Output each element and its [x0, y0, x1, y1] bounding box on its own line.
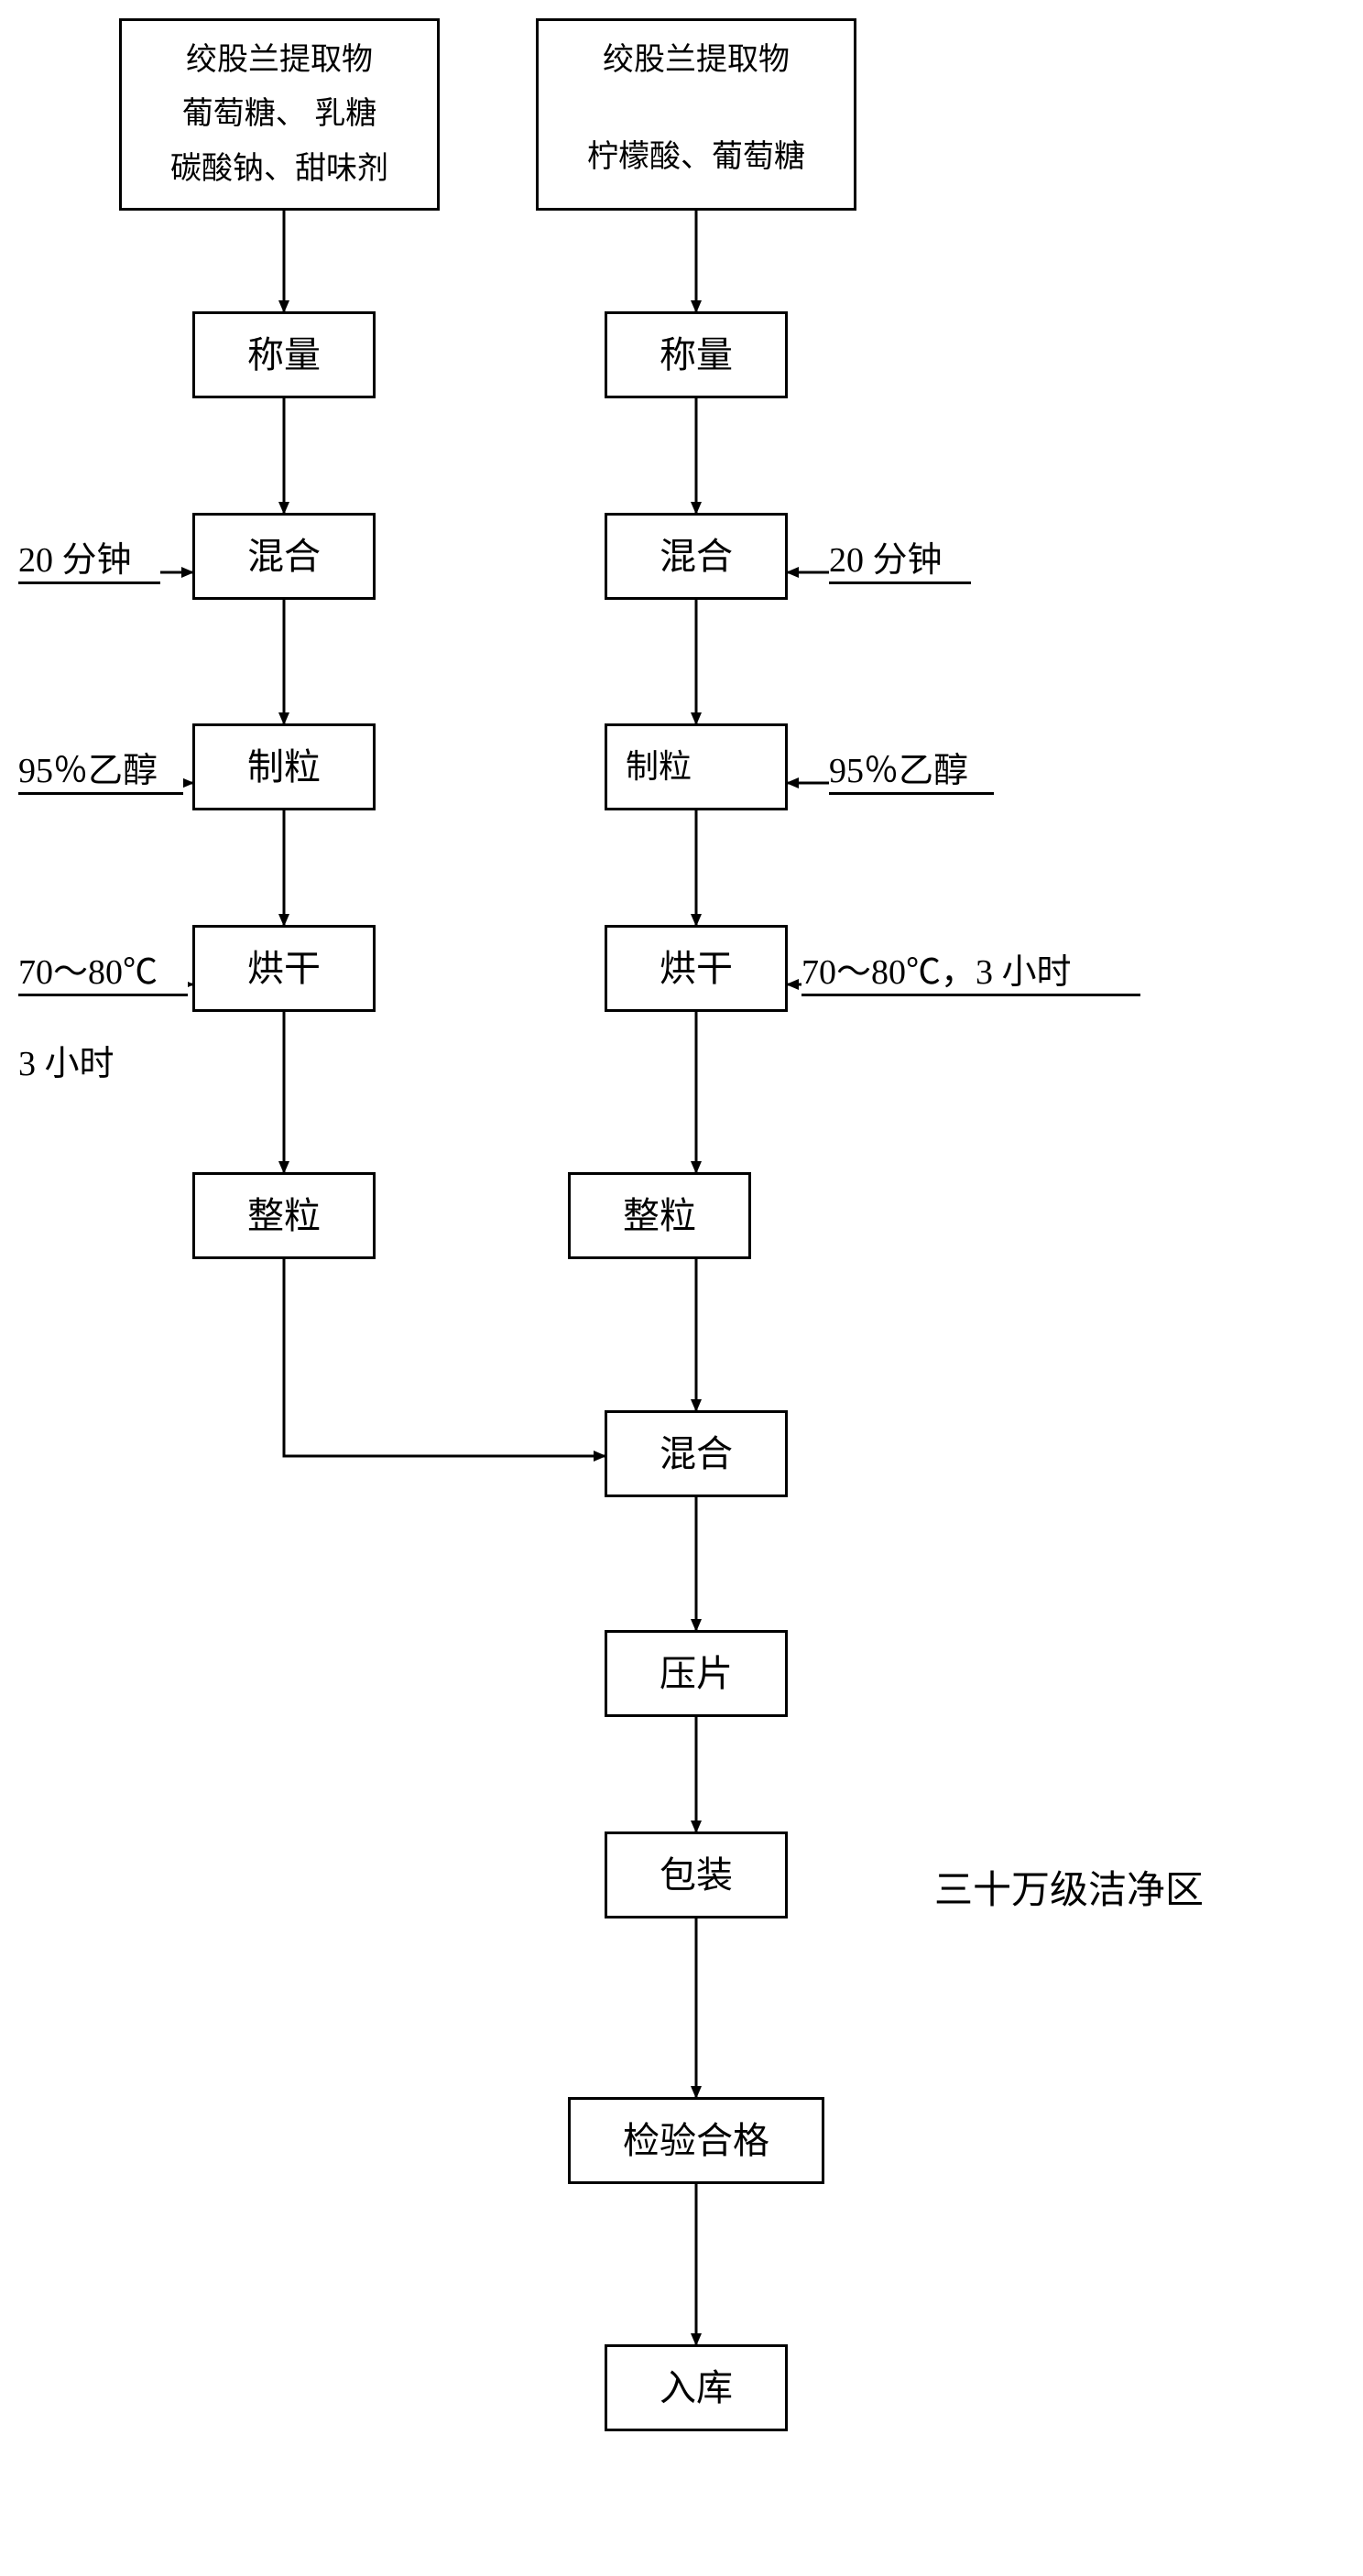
right-mix-box: 混合: [605, 513, 788, 600]
right-input-box: 绞股兰提取物 柠檬酸、葡萄糖: [536, 18, 856, 211]
inspect-box: 检验合格: [568, 2097, 824, 2184]
left-granulate-box: 制粒: [192, 723, 376, 810]
right-mix-time-label: 20 分钟: [829, 531, 971, 584]
right-input-line1: 绞股兰提取物: [603, 39, 790, 82]
right-granulate-box: 制粒: [605, 723, 788, 810]
left-mix-box: 混合: [192, 513, 376, 600]
mix2-box: 混合: [605, 1410, 788, 1497]
left-dry-temp-label: 70～80℃: [18, 943, 188, 996]
right-ethanol-label: 95％乙醇: [829, 742, 994, 795]
left-ethanol-label: 95％乙醇: [18, 742, 183, 795]
press-box: 压片: [605, 1630, 788, 1717]
left-dry-box: 烘干: [192, 925, 376, 1012]
pack-box: 包装: [605, 1831, 788, 1918]
left-mix-time-label: 20 分钟: [18, 531, 160, 584]
left-dry-time-label: 3 小时: [18, 1035, 114, 1085]
right-dry-box: 烘干: [605, 925, 788, 1012]
store-box: 入库: [605, 2344, 788, 2431]
left-input-box: 绞股兰提取物 葡萄糖、 乳糖 碳酸钠、甜味剂: [119, 18, 440, 211]
flowchart-canvas: 绞股兰提取物 葡萄糖、 乳糖 碳酸钠、甜味剂 绞股兰提取物 柠檬酸、葡萄糖 称量…: [0, 0, 1363, 2576]
left-input-line3: 碳酸钠、甜味剂: [170, 148, 388, 190]
left-weigh-box: 称量: [192, 311, 376, 398]
left-input-line1: 绞股兰提取物: [186, 39, 373, 82]
right-input-line2: 柠檬酸、葡萄糖: [587, 136, 805, 179]
left-size-box: 整粒: [192, 1172, 376, 1259]
clean-area-label: 三十万级洁净区: [934, 1859, 1204, 1915]
right-weigh-box: 称量: [605, 311, 788, 398]
right-dry-label: 70～80℃，3 小时: [801, 943, 1140, 996]
right-size-box: 整粒: [568, 1172, 751, 1259]
left-input-line2: 葡萄糖、 乳糖: [182, 93, 377, 136]
